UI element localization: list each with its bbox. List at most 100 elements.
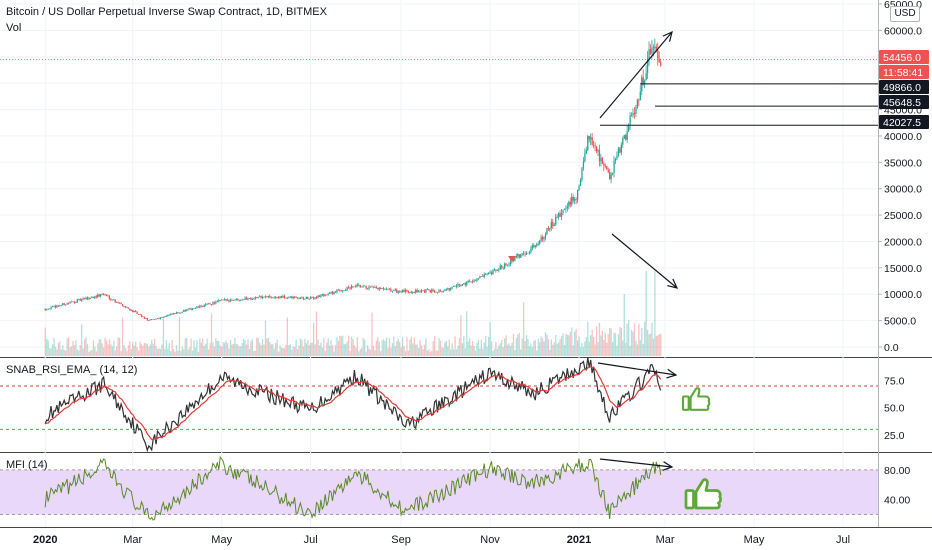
candle-body <box>312 297 315 299</box>
candle-body <box>117 302 119 304</box>
volume-bar <box>253 351 255 356</box>
volume-bar <box>609 327 611 356</box>
volume-bar <box>263 344 265 356</box>
volume-bar <box>183 349 185 356</box>
candle-body <box>76 299 78 303</box>
volume-bar <box>334 345 337 356</box>
candle-body <box>441 291 443 292</box>
volume-bar <box>337 340 340 356</box>
candle-body <box>44 309 46 310</box>
price-tick-label: 20000.0 <box>884 236 922 248</box>
volume-bar <box>311 342 313 356</box>
candle-body <box>620 144 623 153</box>
volume-bar <box>86 344 89 356</box>
volume-bar <box>132 342 134 356</box>
price-tick-label: 35000.0 <box>884 157 922 169</box>
candle-body <box>342 290 344 292</box>
volume-bar <box>470 345 472 356</box>
volume-bar <box>288 345 290 356</box>
time-tick-label: Nov <box>480 534 500 546</box>
rsi-indicator-label[interactable]: SNAB_RSI_EMA_ (14, 12) <box>6 364 138 376</box>
volume-bar <box>490 341 493 356</box>
candle-body <box>171 313 173 315</box>
candle-body <box>493 269 496 271</box>
volume-bar <box>161 344 163 356</box>
candle-body <box>237 298 239 301</box>
candle-body <box>263 296 265 298</box>
mfi-indicator-label[interactable]: MFI (14) <box>6 459 48 471</box>
candle-body <box>343 290 345 291</box>
candle-body <box>445 289 447 290</box>
candle-body <box>499 265 501 270</box>
candle-body <box>288 297 290 299</box>
candle-body <box>165 316 167 317</box>
candle-body <box>267 296 270 297</box>
candle-body <box>423 290 426 293</box>
volume-bar <box>585 336 588 356</box>
candle-body <box>202 306 204 307</box>
candle-body <box>194 307 197 309</box>
volume-bar <box>635 340 637 356</box>
candle-body <box>563 209 566 210</box>
candle-body <box>566 206 569 209</box>
mfi-line <box>44 455 662 521</box>
volume-bar <box>374 350 376 356</box>
volume-bar <box>369 349 372 356</box>
candle-body <box>272 297 274 298</box>
volume-bar <box>238 346 240 356</box>
volume-bar <box>170 351 172 356</box>
candle-body <box>219 300 221 301</box>
candle-body <box>483 274 485 277</box>
candle-body <box>46 309 48 311</box>
candle-body <box>65 304 67 306</box>
rsi-panel <box>0 357 878 453</box>
volume-bar <box>381 340 383 356</box>
volume-bar <box>129 341 131 356</box>
candle-body <box>118 302 121 304</box>
candle-body <box>276 297 278 298</box>
volume-bar <box>158 348 160 356</box>
volume-bar <box>165 340 167 356</box>
candle-body <box>549 228 551 230</box>
volume-bar <box>156 348 159 356</box>
volume-bar <box>189 347 191 356</box>
volume-bar <box>320 342 322 356</box>
volume-bar <box>242 338 245 356</box>
volume-bar <box>476 342 478 356</box>
candle-body <box>394 289 396 291</box>
candle-body <box>369 286 372 288</box>
candle-body <box>404 289 407 293</box>
candle-body <box>576 189 579 200</box>
candle-body <box>85 297 87 300</box>
currency-button[interactable]: USD <box>890 6 920 22</box>
volume-bar <box>118 337 121 356</box>
volume-bar <box>410 336 412 356</box>
volume-bar <box>401 337 404 356</box>
candle-body <box>489 272 491 273</box>
candle-body <box>358 285 360 286</box>
candle-body <box>146 318 149 321</box>
volume-bar <box>464 348 466 356</box>
volume-bar <box>199 338 201 356</box>
volume-bar <box>116 346 118 356</box>
volume-bar <box>514 350 516 356</box>
candle-body <box>469 281 471 282</box>
volume-bar <box>177 350 179 356</box>
rsi-tick-label: 50.0 <box>884 403 905 415</box>
volume-bar <box>568 335 570 356</box>
candle-body <box>374 287 376 288</box>
candle-body <box>298 297 300 299</box>
volume-bar <box>66 338 68 356</box>
volume-bar <box>56 349 58 356</box>
volume-bar <box>552 344 554 356</box>
candle-body <box>186 309 188 312</box>
candle-body <box>275 296 277 298</box>
trend-arrow-down <box>611 233 678 289</box>
candle-body <box>541 237 544 240</box>
candle-body <box>209 303 211 305</box>
candle-body <box>347 287 350 288</box>
price-badge-label: 49866.0 <box>883 82 921 94</box>
volume-bar <box>65 350 67 356</box>
candle-body <box>365 285 367 289</box>
